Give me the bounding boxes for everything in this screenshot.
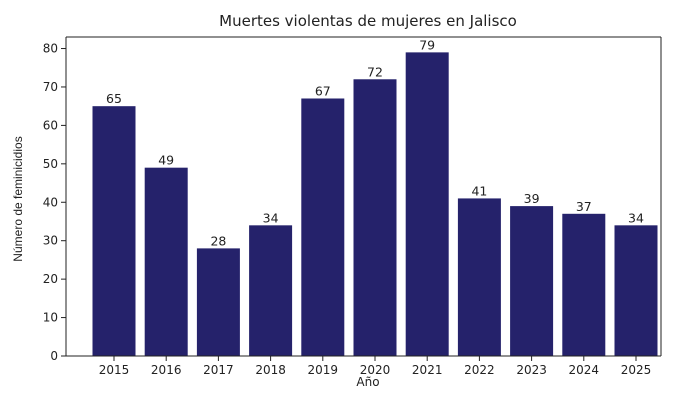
bar-2022 bbox=[457, 198, 501, 356]
bar-2020 bbox=[353, 79, 397, 357]
bar-2025 bbox=[614, 225, 658, 356]
bar-2023 bbox=[510, 206, 554, 356]
y-tick-label-0: 0 bbox=[50, 349, 58, 363]
y-tick-label-40: 40 bbox=[43, 195, 58, 209]
value-label-2020: 72 bbox=[367, 64, 383, 79]
value-label-2024: 37 bbox=[576, 199, 592, 214]
y-tick-label-30: 30 bbox=[43, 234, 58, 248]
x-tick-label-2023: 2023 bbox=[516, 363, 547, 377]
y-tick-label-70: 70 bbox=[43, 80, 58, 94]
bar-2024 bbox=[562, 213, 606, 356]
y-tick-label-50: 50 bbox=[43, 157, 58, 171]
value-label-2017: 28 bbox=[210, 233, 226, 248]
value-label-2025: 34 bbox=[628, 210, 644, 225]
bar-2018 bbox=[249, 225, 293, 356]
value-label-2019: 67 bbox=[315, 83, 331, 98]
x-tick-label-2016: 2016 bbox=[151, 363, 182, 377]
x-tick-label-2022: 2022 bbox=[464, 363, 495, 377]
bar-2019 bbox=[301, 98, 345, 357]
y-tick-label-60: 60 bbox=[43, 118, 58, 132]
bars-layer: 65 49 28 34 67 72 79 41 39 37 34 bbox=[92, 37, 658, 357]
x-tick-label-2025: 2025 bbox=[621, 363, 652, 377]
x-tick-label-2015: 2015 bbox=[99, 363, 130, 377]
x-tick-label-2024: 2024 bbox=[569, 363, 600, 377]
x-tick-label-2018: 2018 bbox=[255, 363, 286, 377]
x-tick-label-2017: 2017 bbox=[203, 363, 234, 377]
bar-2017 bbox=[196, 248, 240, 356]
bar-2015 bbox=[92, 106, 136, 356]
value-label-2018: 34 bbox=[263, 210, 279, 225]
chart-title: Muertes violentas de mujeres en Jalisco bbox=[219, 12, 517, 30]
x-tick-label-2020: 2020 bbox=[360, 363, 391, 377]
x-tick-label-2021: 2021 bbox=[412, 363, 443, 377]
x-tick-label-2019: 2019 bbox=[308, 363, 339, 377]
value-label-2023: 39 bbox=[524, 191, 540, 206]
value-label-2016: 49 bbox=[158, 153, 174, 168]
value-label-2015: 65 bbox=[106, 91, 122, 106]
x-axis-ticks: 2015 2016 2017 2018 2019 2020 2021 2022 2023 2024… bbox=[99, 356, 652, 377]
y-axis-ticks: 0 10 20 30 40 50 60 70 80 bbox=[43, 42, 66, 363]
value-label-2021: 79 bbox=[419, 37, 435, 52]
y-tick-label-10: 10 bbox=[43, 311, 58, 325]
y-tick-label-20: 20 bbox=[43, 272, 58, 286]
bar-2021 bbox=[405, 52, 449, 356]
bar-2016 bbox=[144, 167, 188, 356]
x-axis-title: Año bbox=[356, 375, 379, 389]
y-axis-title: Número de feminicidios bbox=[11, 136, 25, 261]
y-tick-label-80: 80 bbox=[43, 42, 58, 56]
value-label-2022: 41 bbox=[471, 183, 487, 198]
